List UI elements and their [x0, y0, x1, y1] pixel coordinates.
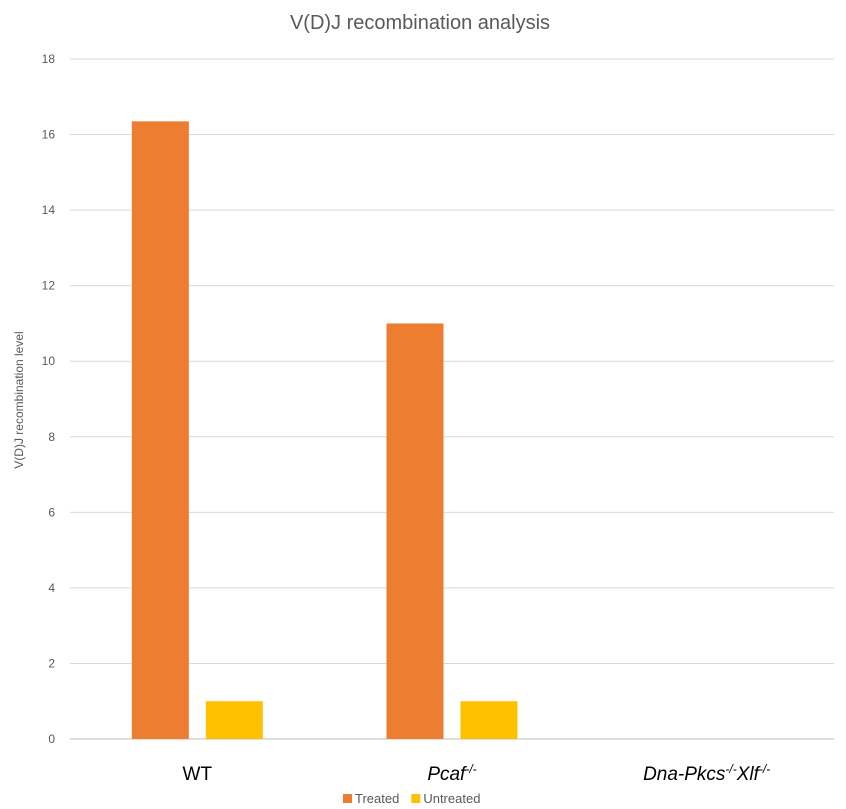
legend-label: Treated	[355, 791, 399, 806]
y-tick-label: 2	[48, 656, 55, 670]
bars	[131, 121, 518, 740]
bar-untreated	[460, 701, 518, 739]
chart-title: V(D)J recombination analysis	[290, 12, 550, 34]
x-tick-label: Pcaf-/-	[427, 762, 476, 785]
y-axis-ticks: 0 2 4 6 8 10 12 14 16 18	[42, 52, 56, 746]
bar-untreated	[205, 701, 263, 739]
x-tick-label: Dna-Pkcs-/-Xlf-/-	[643, 762, 770, 785]
y-tick-label: 8	[48, 430, 55, 444]
y-tick-label: 10	[42, 354, 56, 368]
y-tick-label: 18	[42, 52, 56, 66]
y-tick-label: 6	[48, 505, 55, 519]
legend: Treated Untreated	[343, 791, 480, 806]
bar-treated	[131, 121, 189, 740]
gridlines	[70, 58, 834, 740]
legend-label: Untreated	[423, 791, 480, 806]
legend-swatch	[411, 794, 421, 803]
y-tick-label: 14	[42, 203, 56, 217]
y-axis-label: V(D)J recombination level	[12, 331, 26, 468]
x-axis-ticks: WT Pcaf-/- Dna-Pkcs-/-Xlf-/-	[183, 762, 771, 785]
x-tick-label: WT	[183, 764, 213, 785]
bar-treated	[386, 323, 444, 739]
y-tick-label: 12	[42, 279, 56, 293]
y-tick-label: 4	[48, 581, 55, 595]
y-tick-label: 0	[48, 732, 55, 746]
y-tick-label: 16	[42, 128, 56, 142]
legend-swatch	[343, 794, 352, 803]
